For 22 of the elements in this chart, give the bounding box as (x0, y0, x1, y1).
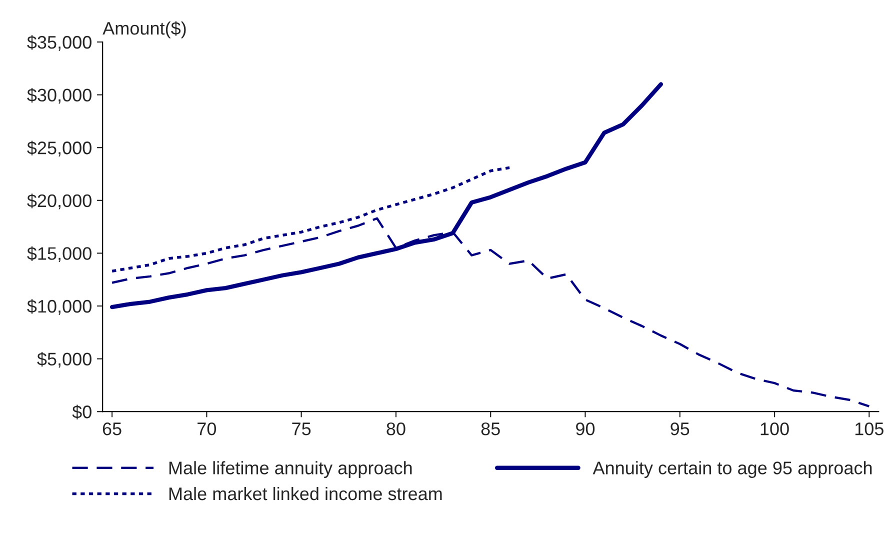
legend-label: Male lifetime annuity approach (169, 461, 412, 478)
x-tick-label: 75 (292, 422, 311, 436)
x-tick-label: 100 (760, 422, 789, 436)
y-tick-label: $20,000 (27, 194, 92, 210)
y-tick-label: $35,000 (27, 35, 92, 51)
x-tick-label: 105 (855, 422, 884, 436)
x-tick-label: 95 (670, 422, 690, 436)
y-tick-label: $25,000 (27, 140, 92, 156)
x-tick-label: 90 (576, 422, 595, 436)
x-tick-label: 80 (386, 422, 406, 436)
x-tick-label: 65 (102, 422, 122, 436)
y-tick-label: $30,000 (27, 88, 92, 104)
legend-label: Male market linked income stream (169, 486, 442, 500)
legend-label: Annuity certain to age 95 approach (592, 461, 872, 478)
y-tick-label: $10,000 (27, 299, 92, 315)
line-series (110, 166, 511, 273)
x-tick-label: 85 (481, 422, 500, 436)
x-tick-label: 70 (198, 422, 216, 436)
y-tick-label: $5,000 (37, 352, 92, 368)
y-axis-title: Amount($) (102, 21, 186, 38)
y-tick-label: $15,000 (27, 246, 92, 262)
y-tick-label: $0 (72, 404, 92, 420)
